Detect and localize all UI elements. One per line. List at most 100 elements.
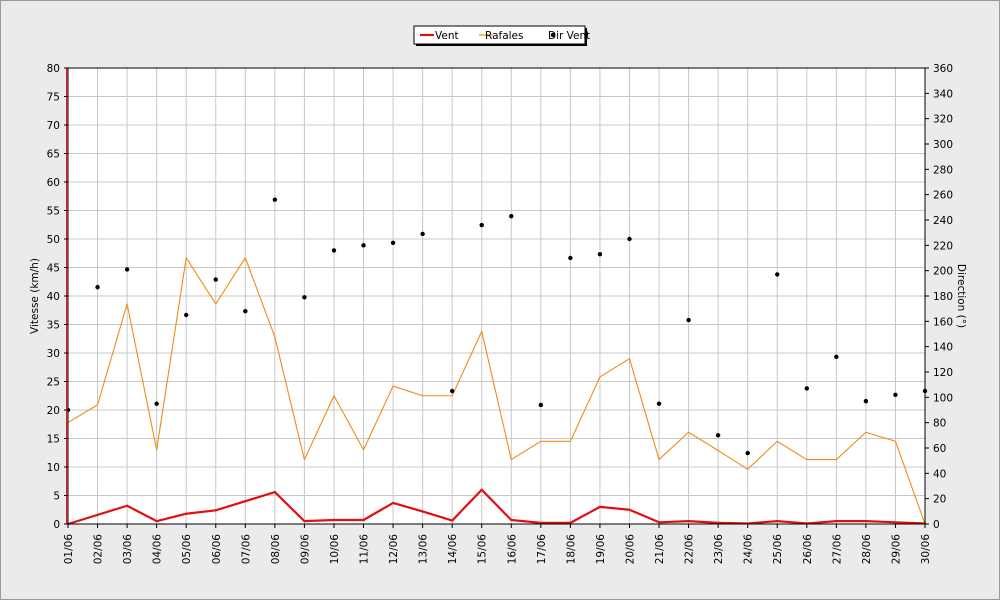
series-dir-vent-point: [390, 240, 396, 245]
right-tick-label: 120: [933, 367, 953, 379]
x-tick-label: 13/06: [418, 534, 430, 565]
left-tick-label: 45: [47, 263, 60, 275]
series-vent-segment: [687, 520, 720, 524]
series-dir-vent-point: [184, 312, 189, 318]
series-vent-segment: [628, 508, 661, 524]
legend-box: [413, 25, 586, 45]
series-vent-segment: [126, 504, 158, 523]
right-tick-label: 340: [933, 88, 953, 100]
x-tick-label: 11/06: [359, 534, 371, 565]
x-tick-label: 14/06: [447, 534, 459, 565]
x-tick-label: 09/06: [299, 534, 311, 565]
series-vent-segment: [273, 490, 306, 523]
series-vent-segment: [717, 521, 749, 525]
series-dir-vent-point: [893, 392, 898, 397]
series-dir-vent-point: [627, 236, 632, 242]
right-tick-label: 160: [933, 316, 953, 328]
x-tick-label: 04/06: [152, 534, 164, 565]
x-tick-label: 29/06: [890, 534, 902, 565]
series-dir-vent-point: [597, 252, 603, 257]
left-tick-label: 10: [47, 462, 60, 474]
x-tick-label: 18/06: [565, 534, 577, 565]
series-rafales-segment: [747, 440, 778, 470]
series-dir-vent-point: [243, 309, 248, 314]
series-rafales-segment: [274, 336, 305, 461]
series-vent-segment: [805, 520, 838, 525]
left-tick-label: 40: [47, 291, 60, 303]
series-vent-segment: [569, 505, 602, 524]
x-tick-label: 21/06: [654, 534, 666, 565]
series-dir-vent-point: [361, 243, 366, 248]
right-tick-label: 200: [933, 266, 953, 278]
right-tick-label: 140: [933, 342, 953, 354]
series-vent-segment: [185, 509, 217, 515]
series-vent-segment: [451, 488, 483, 522]
x-tick-label: 10/06: [329, 534, 341, 565]
x-tick-label: 07/06: [240, 534, 252, 565]
legend-label: Rafales: [485, 30, 523, 42]
series-rafales-segment: [97, 303, 128, 406]
left-tick-label: 15: [47, 434, 60, 446]
x-tick-label: 20/06: [624, 534, 636, 565]
series-vent-segment: [480, 488, 513, 522]
legend-label: Vent: [435, 30, 459, 42]
right-tick-label: 40: [933, 468, 946, 480]
right-tick-label: 360: [933, 63, 953, 75]
x-tick-label: 03/06: [122, 534, 134, 565]
x-tick-label: 17/06: [536, 534, 548, 565]
x-tick-label: 15/06: [477, 534, 489, 565]
series-vent-segment: [894, 521, 927, 525]
x-tick-label: 25/06: [772, 534, 784, 565]
right-tick-label: 240: [933, 215, 953, 227]
series-dir-vent-point: [804, 386, 809, 391]
right-tick-label: 20: [933, 494, 946, 506]
right-tick-label: 300: [933, 139, 953, 151]
series-rafales-segment: [628, 358, 660, 461]
x-tick-label: 12/06: [388, 534, 400, 565]
left-tick-label: 65: [47, 149, 60, 161]
left-tick-label: 5: [53, 491, 60, 503]
series-vent-segment: [598, 505, 631, 511]
series-rafales-segment: [451, 330, 483, 397]
legend-swatch-dir-vent: [550, 32, 556, 38]
left-tick-label: 70: [47, 120, 60, 132]
series-dir-vent-point: [745, 450, 750, 456]
series-dir-vent-point: [154, 401, 159, 406]
x-tick-label: 01/06: [63, 534, 75, 565]
series-vent-segment: [155, 512, 188, 523]
series-vent-segment: [391, 501, 424, 513]
right-tick-label: 100: [933, 392, 953, 404]
series-dir-vent-point: [715, 433, 721, 438]
series-rafales-segment: [688, 431, 719, 452]
series-rafales-segment: [776, 440, 808, 461]
right-tick-label: 60: [933, 443, 946, 455]
series-vent-segment: [96, 504, 129, 516]
series-dir-vent-point: [509, 214, 514, 219]
series-dir-vent-point: [302, 295, 307, 300]
series-vent-segment: [303, 518, 336, 523]
left-tick-label: 60: [47, 177, 60, 189]
series-rafales-segment: [658, 431, 690, 461]
legend-label: Dir Vent: [548, 30, 590, 42]
series-dir-vent-point: [95, 284, 100, 290]
series-rafales-segment: [244, 257, 276, 338]
series-rafales-segment: [599, 358, 631, 378]
series-dir-vent-point: [538, 402, 544, 408]
x-tick-label: 02/06: [93, 534, 105, 565]
series-dir-vent-point: [272, 197, 278, 202]
series-dir-vent-point: [775, 272, 780, 277]
x-tick-label: 24/06: [743, 534, 755, 565]
series-vent-segment: [214, 500, 247, 512]
series-dir-vent-point: [213, 277, 218, 282]
x-tick-label: 30/06: [920, 534, 932, 565]
right-tick-label: 220: [933, 240, 953, 252]
series-dir-vent-point: [863, 398, 869, 404]
left-tick-label: 30: [47, 348, 60, 360]
series-vent-segment: [657, 520, 690, 524]
series-dir-vent-point: [568, 255, 573, 261]
series-dir-vent-point: [331, 248, 337, 253]
right-tick-label: 260: [933, 190, 953, 202]
series-rafales-segment: [215, 257, 246, 305]
series-rafales-segment: [362, 385, 394, 451]
series-rafales-segment: [156, 257, 187, 451]
